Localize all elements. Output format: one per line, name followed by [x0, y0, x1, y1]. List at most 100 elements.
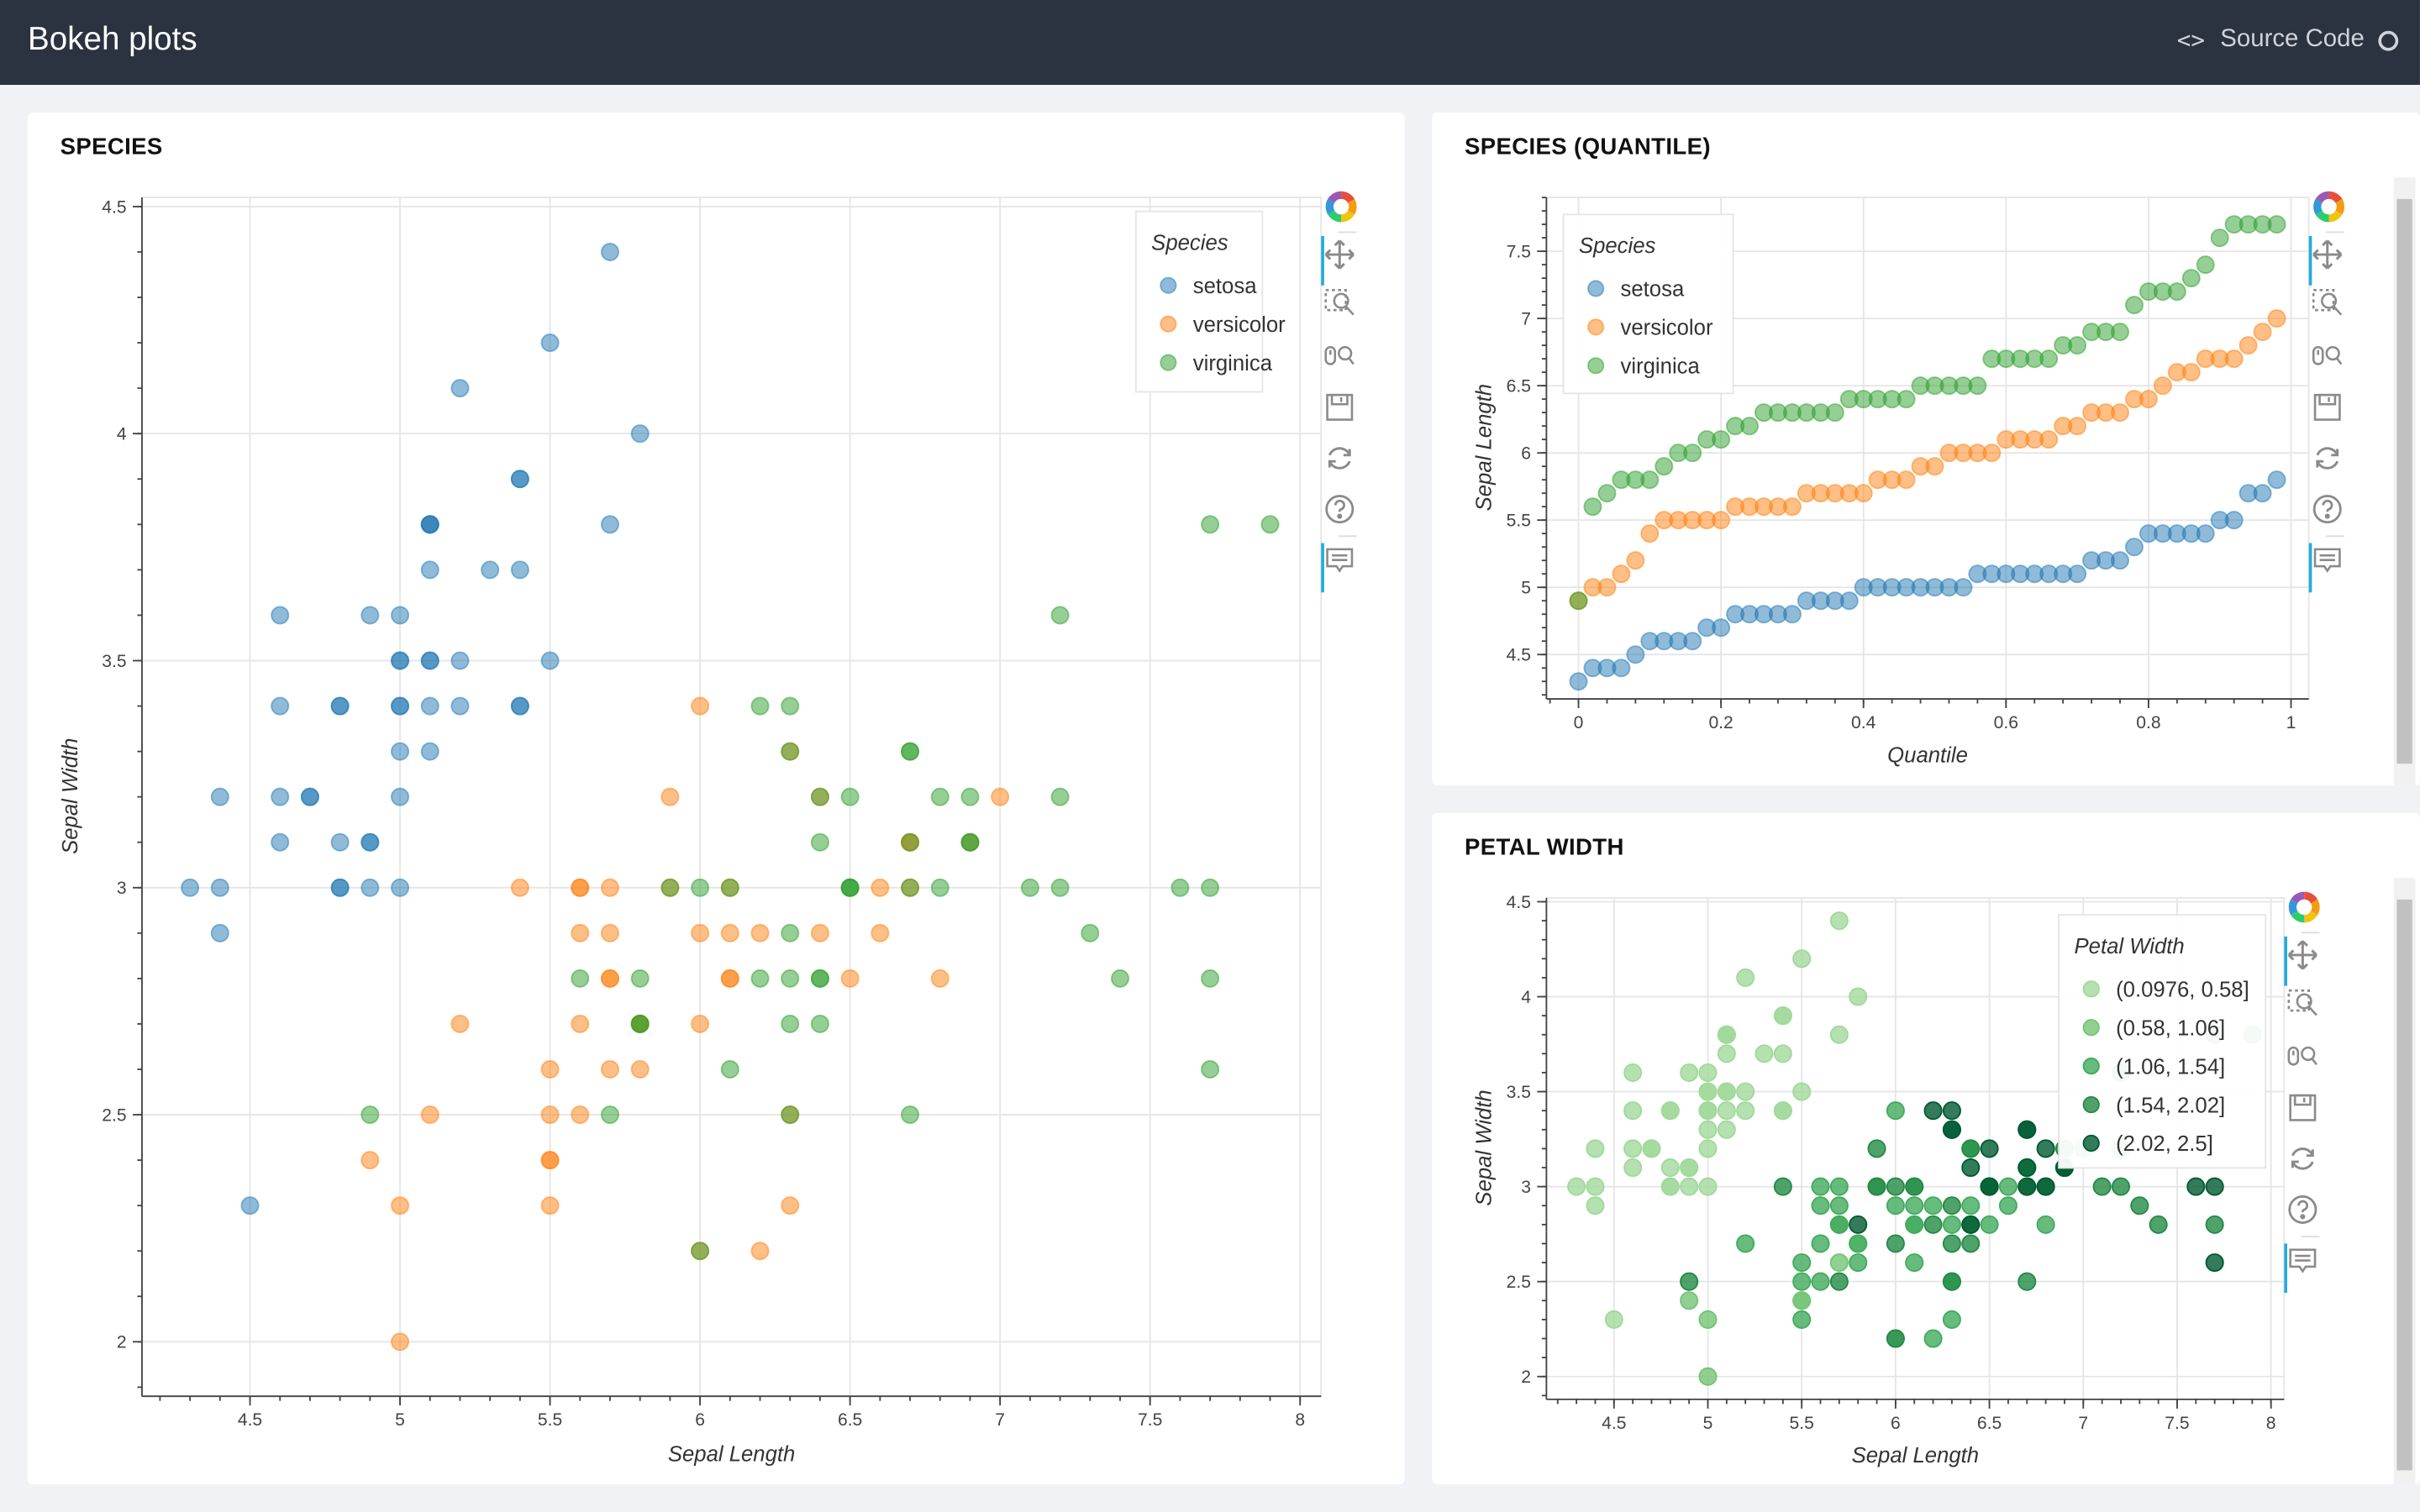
box-zoom-icon[interactable] [2312, 288, 2358, 331]
petal-legend-swatch [2082, 1095, 2100, 1114]
petal-point [1942, 1196, 1961, 1215]
bokeh-logo-icon[interactable] [2312, 190, 2358, 233]
petal-width-scatter-plot[interactable]: 4.5 5 5.5 6 6.5 7 7.5 8 2 2.5 3 3.5 4 4.5 Sepal Length… [1432, 813, 2419, 1484]
species-point-setosa [271, 787, 290, 806]
pan-icon[interactable] [2312, 239, 2358, 282]
quantile-x-tick-label: 0.2 [1708, 713, 1733, 732]
species-x-tick-label: 6.5 [838, 1410, 862, 1430]
species-point-virginica [781, 1014, 800, 1033]
quantile-point-versicolor [1854, 484, 1873, 503]
species-point-virginica [901, 878, 920, 897]
species-point-virginica [571, 969, 590, 988]
bokeh-logo-icon[interactable] [1324, 190, 1370, 233]
reset-icon[interactable] [2287, 1143, 2333, 1186]
species-point-versicolor [691, 696, 710, 716]
petal-point [2036, 1215, 2055, 1234]
source-code-link[interactable]: <> Source Code [2177, 26, 2399, 54]
hover-icon[interactable] [2287, 1247, 2333, 1289]
species-point-setosa [391, 742, 410, 761]
quantile-point-versicolor [1626, 551, 1645, 570]
species-scatter-plot[interactable]: 4.5 5 5.5 6 6.5 7 7.5 8 2 2.5 3 3.5 4 4.5 Sepal Length… [28, 113, 1404, 1484]
species-legend-entry: versicolor [1193, 313, 1286, 337]
petal-point [1849, 1215, 1868, 1234]
quantile-point-virginica [1825, 403, 1844, 423]
species-point-virginica [781, 742, 800, 761]
help-icon[interactable] [2312, 494, 2358, 537]
quantile-scroll-thumb[interactable] [2396, 198, 2412, 764]
petal-legend-entry: (0.0976, 0.58] [2116, 979, 2249, 1002]
card-title-quantile: SPECIES (QUANTILE) [1465, 134, 1711, 161]
species-point-setosa [481, 560, 500, 580]
species-point-versicolor [660, 787, 680, 806]
petal-point [1905, 1196, 1924, 1215]
quantile-point-setosa [2124, 538, 2144, 557]
quantile-point-versicolor [2139, 390, 2158, 409]
species-point-setosa [420, 742, 439, 761]
quantile-y-tick-label: 7.5 [1507, 242, 1531, 261]
quantile-point-versicolor [2267, 309, 2286, 328]
petal-point [1923, 1101, 1943, 1121]
petal-point [1773, 1101, 1792, 1121]
save-icon[interactable] [2287, 1092, 2333, 1135]
petal-point [1811, 1272, 1830, 1291]
petal-point [1811, 1196, 1830, 1215]
quantile-point-versicolor [1782, 497, 1802, 517]
active-tool-indicator [2308, 236, 2312, 286]
petal-scrollbar[interactable] [2393, 878, 2416, 1484]
help-icon[interactable] [1324, 494, 1370, 537]
species-point-versicolor [571, 878, 590, 897]
save-icon[interactable] [1324, 392, 1370, 435]
species-y-tick-label: 4 [117, 425, 127, 444]
pan-icon[interactable] [1324, 239, 1370, 282]
petal-point [1586, 1196, 1605, 1215]
species-point-virginica [1171, 878, 1190, 897]
wheel-zoom-icon[interactable] [2287, 1042, 2333, 1084]
wheel-zoom-icon[interactable] [1324, 341, 1370, 384]
species-point-setosa [600, 242, 620, 261]
petal-point [1698, 1367, 1718, 1386]
bokeh-logo-icon[interactable] [2287, 890, 2333, 933]
quantile-scatter-plot[interactable]: 0 0.2 0.4 0.6 0.8 1 4.5 5 5.5 6 6.5 7 7.5 Quantile Sep… [1432, 113, 2419, 785]
petal-point [1698, 1101, 1718, 1121]
wheel-zoom-icon[interactable] [2312, 341, 2358, 384]
quantile-point-setosa [1954, 578, 1973, 597]
box-zoom-icon[interactable] [2287, 989, 2333, 1032]
petal-point [1680, 1158, 1699, 1178]
species-point-virginica [750, 969, 770, 988]
petal-point [1886, 1177, 1905, 1196]
quantile-legend-entry: versicolor [1621, 317, 1713, 340]
species-point-versicolor [510, 878, 529, 897]
petal-x-tick-label: 7.5 [2165, 1414, 2189, 1433]
hover-icon[interactable] [1324, 546, 1370, 589]
app-header: Bokeh plots <> Source Code [0, 0, 2420, 86]
quantile-point-virginica [2210, 228, 2229, 248]
quantile-point-virginica [2181, 269, 2201, 288]
species-legend-swatch [1160, 354, 1177, 371]
species-point-setosa [330, 832, 350, 852]
petal-point [1942, 1234, 1961, 1253]
quantile-point-versicolor [1640, 524, 1660, 543]
quantile-point-virginica [1640, 470, 1660, 490]
petal-legend-swatch [2082, 1019, 2100, 1037]
quantile-point-versicolor [2039, 430, 2059, 449]
quantile-scrollbar[interactable] [2393, 177, 2416, 785]
pan-icon[interactable] [2287, 940, 2333, 983]
reset-icon[interactable] [2312, 443, 2358, 486]
species-point-virginica [750, 696, 770, 716]
species-point-virginica [600, 1105, 620, 1125]
petal-point [1680, 1063, 1699, 1082]
petal-scroll-thumb[interactable] [2396, 899, 2412, 1471]
petal-point [1792, 949, 1812, 969]
petal-legend-swatch [2082, 980, 2100, 998]
species-point-setosa [540, 333, 560, 353]
save-icon[interactable] [2312, 392, 2358, 435]
quantile-point-versicolor [1897, 470, 1916, 490]
quantile-point-setosa [1712, 618, 1731, 638]
petal-point [1773, 1006, 1792, 1026]
petal-x-tick-label: 4.5 [1602, 1414, 1626, 1433]
hover-icon[interactable] [2312, 546, 2358, 589]
help-icon[interactable] [2287, 1194, 2333, 1237]
petal-y-tick-label: 2.5 [1507, 1273, 1531, 1292]
reset-icon[interactable] [1324, 443, 1370, 486]
box-zoom-icon[interactable] [1324, 288, 1370, 331]
